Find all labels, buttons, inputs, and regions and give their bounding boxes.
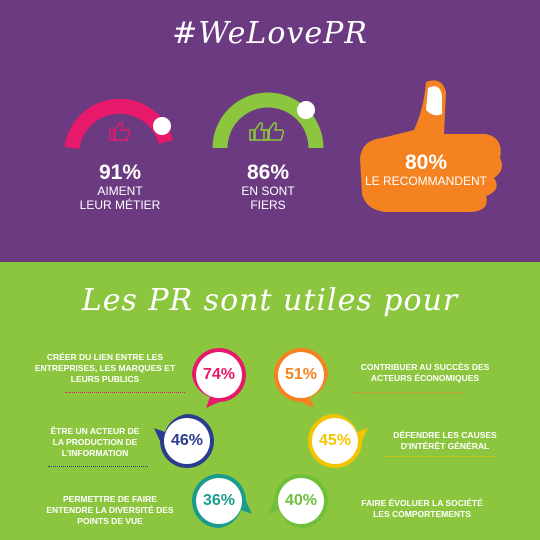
section-panel bbox=[0, 262, 540, 540]
bubble-value: 45% bbox=[312, 418, 358, 464]
bubble-value: 46% bbox=[164, 418, 210, 464]
stat-value: 91% bbox=[98, 161, 142, 184]
stat-aiment: 91% AIMENT LEUR MÉTIER bbox=[62, 161, 178, 213]
gauge-knob bbox=[153, 117, 171, 135]
label-line: L'INFORMATION bbox=[61, 448, 129, 458]
big-thumbs-up-icon bbox=[360, 80, 502, 212]
item-label: FAIRE ÉVOLUER LA SOCIÉTÉ LES COMPORTEMEN… bbox=[352, 498, 492, 520]
label-line: D'INTÉRÊT GÉNÉRAL bbox=[400, 441, 490, 451]
label-line: ENTREPRISES, LES MARQUES ET bbox=[34, 363, 176, 373]
bubble-value: 74% bbox=[196, 352, 242, 398]
thumbs-up-icon bbox=[249, 122, 271, 141]
item-label: CONTRIBUER AU SUCCÈS DES ACTEURS ÉCONOMI… bbox=[350, 362, 500, 384]
dotted-divider bbox=[384, 456, 496, 457]
thumbs-up-icon bbox=[109, 122, 131, 141]
label-line: CRÉER DU LIEN ENTRE LES bbox=[46, 352, 164, 362]
bubble-value: 36% bbox=[196, 478, 242, 524]
stat-caption: LE RECOMMANDENT bbox=[364, 174, 487, 188]
percent-bubble: 36% bbox=[186, 468, 252, 534]
gauge-86 bbox=[212, 92, 324, 149]
stat-value: 80% bbox=[404, 151, 448, 174]
item-label: PERMETTRE DE FAIRE ENTENDRE LA DIVERSITÉ… bbox=[40, 494, 180, 527]
label-line: ÊTRE UN ACTEUR DE bbox=[50, 426, 140, 436]
dotted-divider bbox=[65, 392, 185, 393]
stat-fiers: 86% EN SONT FIERS bbox=[210, 161, 326, 213]
bubble-value: 40% bbox=[278, 478, 324, 524]
percent-bubble: 45% bbox=[302, 408, 368, 474]
stat-caption: LEUR MÉTIER bbox=[79, 198, 161, 212]
label-line: FAIRE ÉVOLUER LA SOCIÉTÉ bbox=[361, 498, 483, 508]
gauge-knob bbox=[297, 101, 315, 119]
label-line: DÉFENDRE LES CAUSES bbox=[393, 430, 497, 440]
percent-bubble: 74% bbox=[186, 342, 252, 408]
label-line: PERMETTRE DE FAIRE bbox=[63, 494, 157, 504]
label-line: ACTEURS ÉCONOMIQUES bbox=[370, 373, 480, 383]
label-line: POINTS DE VUE bbox=[77, 516, 143, 526]
stat-caption: FIERS bbox=[250, 198, 286, 212]
label-line: CONTRIBUER AU SUCCÈS DES bbox=[360, 362, 490, 372]
bubble-value: 51% bbox=[278, 352, 324, 398]
dotted-divider bbox=[352, 392, 464, 393]
stat-caption: AIMENT bbox=[97, 184, 143, 198]
dotted-divider bbox=[48, 466, 148, 467]
thumbs-up-icon bbox=[263, 122, 285, 141]
label-line: LEURS PUBLICS bbox=[70, 374, 140, 384]
stat-recommandent: 80% LE RECOMMANDENT bbox=[356, 151, 496, 189]
stat-caption: EN SONT bbox=[241, 184, 295, 198]
percent-bubble: 46% bbox=[154, 408, 220, 474]
stat-value: 86% bbox=[246, 161, 290, 184]
header-panel bbox=[0, 0, 540, 262]
label-line: LA PRODUCTION DE bbox=[52, 437, 138, 447]
item-label: ÊTRE UN ACTEUR DE LA PRODUCTION DE L'INF… bbox=[40, 426, 150, 459]
page-title: #WeLovePR bbox=[172, 16, 368, 51]
percent-bubble: 51% bbox=[268, 342, 334, 408]
gauge-91 bbox=[64, 98, 174, 150]
label-line: LES COMPORTEMENTS bbox=[373, 509, 471, 519]
section-title: Les PR sont utiles pour bbox=[81, 283, 459, 318]
label-line: ENTENDRE LA DIVERSITÉ DES bbox=[46, 505, 174, 515]
item-label: DÉFENDRE LES CAUSES D'INTÉRÊT GÉNÉRAL bbox=[380, 430, 510, 452]
percent-bubble: 40% bbox=[268, 468, 334, 534]
item-label: CRÉER DU LIEN ENTRE LES ENTREPRISES, LES… bbox=[30, 352, 180, 385]
